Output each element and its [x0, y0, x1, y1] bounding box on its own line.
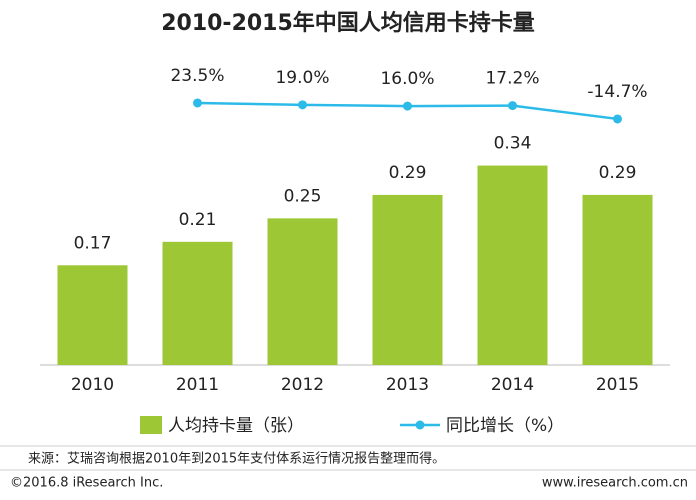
legend-label: 人均持卡量（张）: [168, 416, 304, 436]
bar: [267, 218, 338, 365]
bar: [372, 194, 443, 365]
growth-value-label: 16.0%: [380, 69, 434, 89]
growth-point: [403, 101, 412, 111]
x-tick-label: 2015: [596, 375, 639, 395]
x-tick-label: 2011: [176, 375, 219, 395]
bar: [582, 194, 653, 365]
growth-value-label: -14.7%: [587, 82, 647, 102]
x-tick-label: 2014: [491, 375, 534, 395]
growth-point: [193, 98, 202, 108]
bar-value-label: 0.17: [74, 233, 112, 253]
bar: [477, 165, 548, 365]
legend-label: 同比增长（%）: [446, 416, 564, 436]
growth-value-label: 23.5%: [170, 66, 224, 86]
bar: [162, 241, 233, 365]
growth-value-label: 17.2%: [485, 69, 539, 89]
growth-point: [613, 114, 622, 124]
growth-point: [508, 101, 517, 111]
chart-title: 2010-2015年中国人均信用卡持卡量: [161, 10, 535, 36]
growth-value-label: 19.0%: [275, 68, 329, 88]
bar-value-label: 0.29: [599, 163, 637, 183]
x-tick-label: 2013: [386, 375, 429, 395]
bar-value-label: 0.25: [284, 186, 322, 206]
x-tick-label: 2012: [281, 375, 324, 395]
x-tick-label: 2010: [71, 375, 114, 395]
bar-value-label: 0.29: [389, 163, 427, 183]
bar-value-label: 0.34: [494, 134, 532, 154]
bar: [57, 265, 128, 365]
growth-point: [298, 100, 307, 110]
legend-swatch: [140, 416, 162, 434]
legend-swatch: [415, 420, 425, 430]
website: www.iresearch.com.cn: [542, 476, 688, 491]
copyright: ©2016.8 iResearch Inc.: [10, 476, 163, 491]
bar-value-label: 0.21: [179, 210, 217, 230]
source-note: 来源：艾瑞咨询根据2010年到2015年支付体系运行情况报告整理而得。: [28, 451, 445, 467]
